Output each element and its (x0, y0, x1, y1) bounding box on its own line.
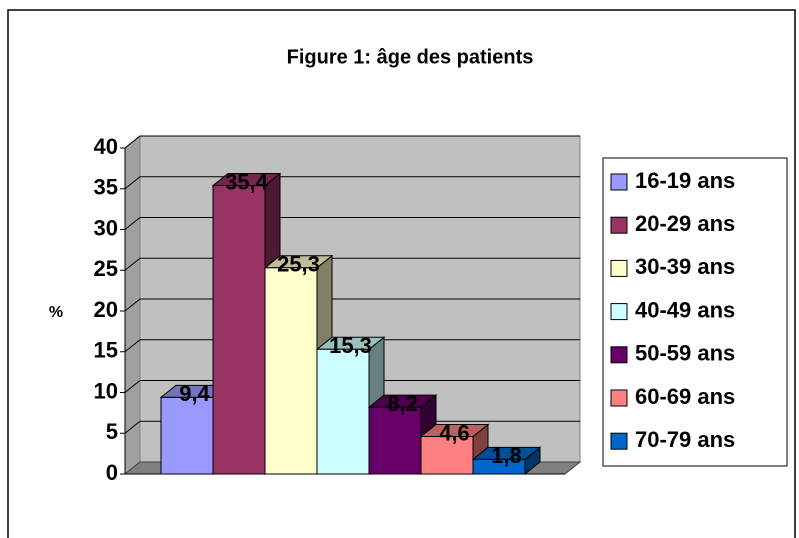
legend-label: 70-79 ans (635, 427, 735, 452)
y-tick-label: 20 (94, 297, 118, 322)
grid-line (124, 176, 580, 190)
legend-label: 20-29 ans (635, 211, 735, 236)
bar (160, 396, 214, 475)
legend-label: 40-49 ans (635, 297, 735, 322)
legend-swatch (610, 432, 628, 450)
legend-swatch (610, 173, 628, 191)
grid-line (124, 217, 580, 230)
grid-line (124, 298, 580, 312)
bar (420, 436, 474, 475)
grid-line (124, 135, 580, 149)
y-tick-label: 25 (94, 256, 118, 281)
data-label: 15,3 (329, 333, 372, 358)
y-tick-label: 5 (106, 419, 118, 444)
legend-swatch (610, 259, 628, 277)
chart-title: Figure 1: âge des patients (287, 46, 534, 68)
bar (316, 348, 370, 475)
legend-label: 50-59 ans (635, 341, 735, 366)
bar (472, 458, 526, 475)
y-tick-label: 30 (94, 215, 118, 240)
y-tick-label: 0 (106, 460, 118, 485)
data-label: 25,3 (277, 252, 320, 277)
data-label: 9,4 (179, 381, 210, 406)
y-axis-label: % (49, 304, 63, 321)
data-label: 4,6 (439, 420, 470, 445)
grid-line (124, 380, 580, 393)
data-label: 8,2 (387, 391, 418, 416)
y-tick-label: 35 (94, 175, 118, 200)
y-tick-label: 15 (94, 338, 118, 363)
data-label: 35,4 (225, 169, 269, 194)
bar (264, 267, 318, 475)
legend-label: 60-69 ans (635, 384, 735, 409)
legend-swatch (610, 216, 628, 234)
bar (212, 184, 266, 475)
y-tick-label: 40 (94, 134, 118, 159)
legend-swatch (610, 346, 628, 364)
grid-line (124, 257, 580, 271)
bar (368, 406, 422, 475)
data-label: 1,8 (491, 443, 522, 468)
legend (602, 157, 788, 467)
grid-line (124, 339, 580, 353)
legend-swatch (610, 389, 628, 407)
legend-swatch (610, 303, 628, 321)
legend-label: 16-19 ans (635, 168, 735, 193)
legend-label: 30-39 ans (635, 254, 735, 279)
y-tick-label: 10 (94, 378, 118, 403)
